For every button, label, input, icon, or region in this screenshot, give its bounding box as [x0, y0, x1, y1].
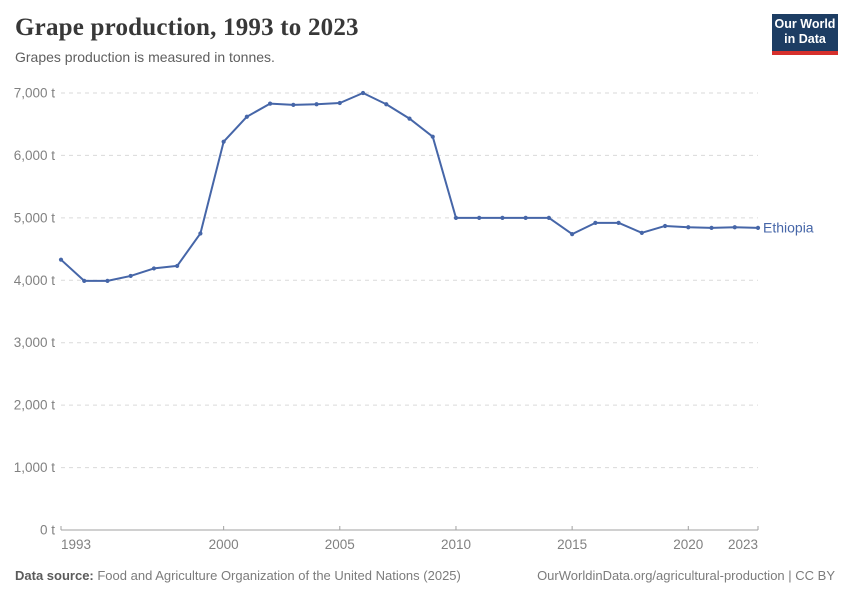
- data-point[interactable]: [175, 263, 180, 269]
- y-axis-tick-label: 1,000 t: [14, 460, 56, 475]
- data-point[interactable]: [453, 215, 459, 220]
- data-point[interactable]: [500, 215, 505, 220]
- data-point[interactable]: [314, 102, 319, 107]
- series-label[interactable]: Ethiopia: [763, 219, 814, 235]
- data-point[interactable]: [616, 220, 621, 225]
- data-point[interactable]: [291, 102, 296, 107]
- data-point[interactable]: [198, 231, 203, 236]
- data-point[interactable]: [82, 278, 87, 284]
- chart-header: Grape production, 1993 to 2023 Grapes pr…: [15, 14, 838, 65]
- data-source-note: Data source: Food and Agriculture Organi…: [15, 568, 461, 583]
- data-point[interactable]: [686, 225, 691, 230]
- data-point[interactable]: [546, 215, 552, 220]
- data-point[interactable]: [477, 215, 482, 220]
- data-line[interactable]: [60, 92, 759, 282]
- data-source-text: Food and Agriculture Organization of the…: [93, 568, 461, 583]
- data-point[interactable]: [639, 230, 644, 235]
- data-point[interactable]: [709, 225, 714, 230]
- data-point[interactable]: [151, 266, 157, 271]
- data-point[interactable]: [662, 223, 668, 229]
- data-point[interactable]: [221, 139, 226, 144]
- credit-link[interactable]: OurWorldinData.org/agricultural-producti…: [537, 568, 835, 583]
- x-axis-tick-label: 2023: [728, 537, 758, 552]
- data-point[interactable]: [755, 225, 761, 230]
- owid-logo-line2: in Data: [784, 32, 826, 46]
- y-axis-tick-label: 4,000 t: [14, 273, 56, 288]
- data-point[interactable]: [360, 90, 366, 96]
- data-point[interactable]: [337, 100, 342, 106]
- y-axis-tick-label: 3,000 t: [14, 335, 56, 350]
- page-title: Grape production, 1993 to 2023: [15, 14, 359, 41]
- owid-logo: Our World in Data: [772, 14, 838, 55]
- data-point[interactable]: [268, 101, 273, 106]
- x-axis-tick-label: 2020: [673, 537, 703, 552]
- y-axis-tick-label: 0 t: [40, 523, 55, 538]
- chart-footer: Data source: Food and Agriculture Organi…: [15, 568, 835, 583]
- data-point[interactable]: [384, 102, 389, 107]
- data-source-label: Data source:: [15, 568, 94, 583]
- x-axis-tick-label: 2000: [209, 537, 239, 552]
- data-point[interactable]: [593, 220, 598, 225]
- y-axis-tick-label: 7,000 t: [14, 86, 56, 101]
- data-point[interactable]: [732, 225, 737, 230]
- data-point[interactable]: [407, 116, 412, 121]
- y-axis-tick-label: 5,000 t: [14, 210, 56, 225]
- data-point[interactable]: [430, 134, 435, 139]
- data-point[interactable]: [128, 273, 133, 279]
- chart-subtitle: Grapes production is measured in tonnes.: [15, 49, 275, 65]
- y-axis-tick-label: 2,000 t: [14, 398, 56, 413]
- x-axis-tick-label: 2010: [441, 537, 471, 552]
- x-axis-tick-label: 2005: [325, 537, 355, 552]
- x-axis-tick-label: 2015: [557, 537, 587, 552]
- data-point[interactable]: [105, 278, 110, 284]
- owid-logo-line1: Our World: [774, 17, 836, 31]
- x-axis-tick-label: 1993: [61, 537, 91, 552]
- data-point[interactable]: [244, 114, 249, 119]
- data-point[interactable]: [58, 257, 64, 262]
- data-point[interactable]: [523, 215, 528, 220]
- y-axis-tick-label: 6,000 t: [14, 148, 56, 163]
- data-point[interactable]: [570, 231, 575, 237]
